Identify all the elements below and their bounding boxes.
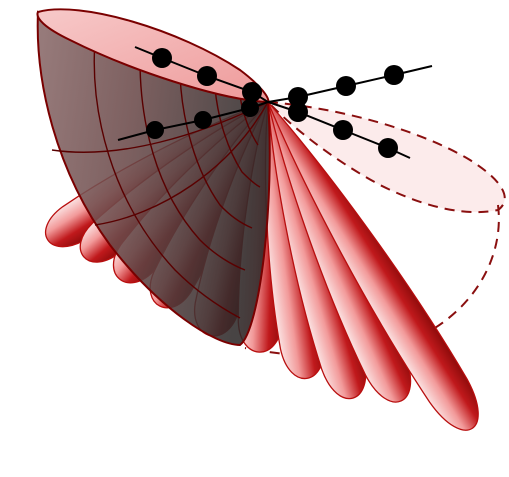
cone-ring-1	[93, 39, 241, 319]
atom	[152, 48, 172, 68]
petal-shape	[267, 101, 479, 431]
atom	[194, 111, 212, 129]
atom	[242, 82, 262, 102]
cone-ring-5	[239, 95, 259, 146]
atom	[197, 66, 217, 86]
atom	[336, 76, 356, 96]
atom	[378, 138, 398, 158]
cone-ring-4	[214, 87, 261, 188]
cone-ring-2	[139, 59, 246, 271]
molecule-atoms	[146, 48, 404, 158]
atom	[288, 87, 308, 107]
atom	[333, 120, 353, 140]
atom	[241, 99, 259, 117]
atom	[384, 65, 404, 85]
cone-arc-a	[51, 101, 269, 153]
atom	[288, 102, 308, 122]
petal-lobe	[267, 101, 479, 431]
cone-arc-b	[94, 101, 269, 226]
atom	[146, 121, 164, 139]
cone-ring-3	[179, 74, 253, 229]
